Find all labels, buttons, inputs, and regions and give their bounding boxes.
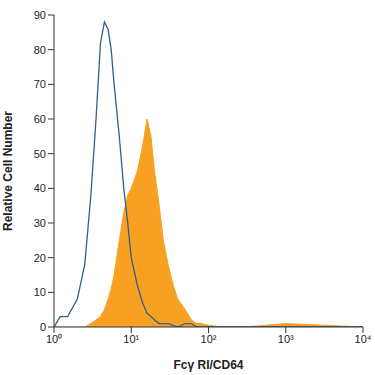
svg-text:70: 70 (34, 78, 46, 90)
svg-text:10¹: 10¹ (123, 333, 139, 345)
svg-text:30: 30 (34, 217, 46, 229)
svg-text:0: 0 (40, 321, 46, 333)
svg-text:10²: 10² (201, 333, 217, 345)
svg-text:10³: 10³ (278, 333, 294, 345)
svg-text:10: 10 (34, 286, 46, 298)
svg-text:80: 80 (34, 44, 46, 56)
svg-text:Fcγ RI/CD64: Fcγ RI/CD64 (173, 358, 243, 372)
svg-text:90: 90 (34, 9, 46, 21)
svg-text:40: 40 (34, 182, 46, 194)
svg-text:20: 20 (34, 252, 46, 264)
svg-text:10⁰: 10⁰ (46, 333, 62, 345)
svg-text:50: 50 (34, 148, 46, 160)
svg-text:Relative Cell Number: Relative Cell Number (8, 111, 15, 231)
svg-text:60: 60 (34, 113, 46, 125)
svg-text:10⁴: 10⁴ (355, 333, 367, 345)
